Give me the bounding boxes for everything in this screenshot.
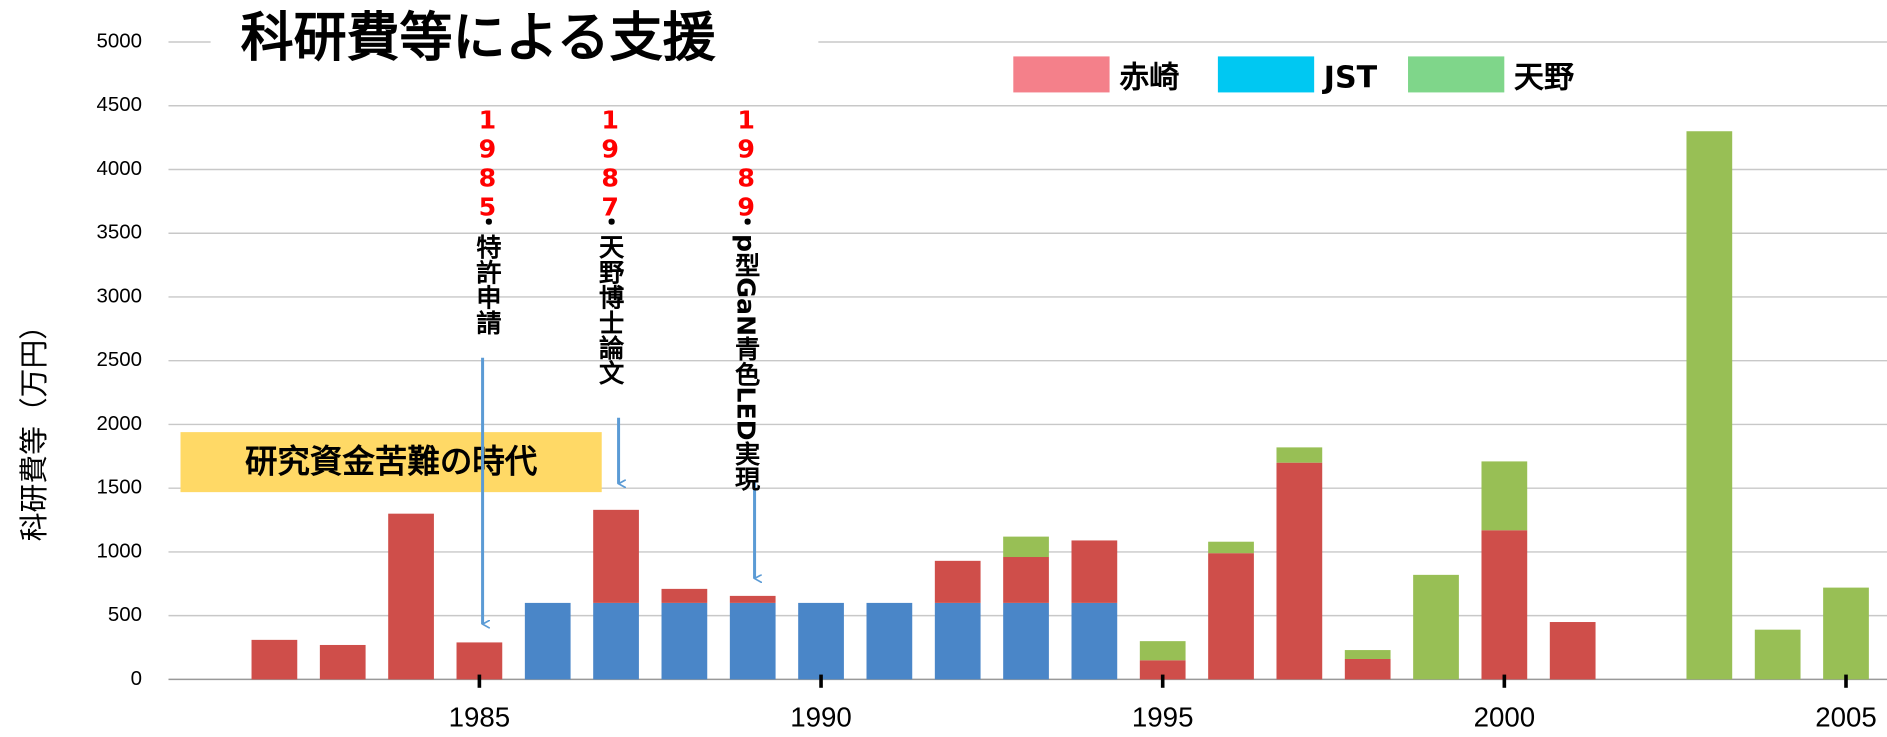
y-tick-label: 4500 (97, 94, 142, 116)
bar-segment (1413, 574, 1459, 680)
bar-segment (1071, 602, 1118, 680)
bar-segment (593, 509, 639, 603)
bar-segment (798, 602, 844, 680)
bar-segment (1549, 622, 1596, 680)
y-tick-label: 5000 (97, 30, 142, 52)
x-tick-label: 2000 (1474, 701, 1536, 732)
y-tick-label: 4000 (97, 158, 142, 180)
annotation-text: ・天野博士論文 (596, 209, 625, 385)
bar-segment (729, 595, 776, 603)
bar-segment (1823, 587, 1869, 680)
period-label: 研究資金苦難の時代 (245, 442, 538, 480)
bar-segment (1208, 553, 1254, 680)
bar-segment (1003, 602, 1049, 680)
bar-segment (1071, 540, 1118, 603)
annotation-year: 1985 (473, 106, 502, 222)
bar-segment (1139, 660, 1186, 680)
bar-segment (1276, 462, 1323, 680)
bar-segment (661, 602, 708, 680)
legend-swatch (1408, 56, 1505, 93)
bar-segment (729, 602, 776, 680)
annotation-text: ・特許申請 (473, 209, 502, 336)
legend-swatch (1217, 56, 1315, 93)
bar-segment (934, 602, 981, 680)
y-tick-label: 2000 (97, 413, 142, 435)
y-axis-label: 科研費等（万円） (17, 311, 51, 541)
bar-segment (1344, 658, 1391, 680)
annotation-text: ・p型GaN青色LED実現 (732, 209, 761, 491)
annotation-year: 1989 (732, 106, 761, 222)
bar-segment (388, 513, 434, 680)
legend-swatch (1013, 56, 1110, 93)
bar-segment (1686, 131, 1733, 680)
legend-label: 天野 (1514, 61, 1574, 96)
annotation-year: 1987 (596, 106, 625, 222)
title-bg (210, 12, 819, 73)
legend-label: JST (1322, 61, 1378, 96)
bar-segment (661, 588, 708, 603)
bar-segment (319, 644, 366, 680)
legend-label: 赤崎 (1119, 61, 1179, 96)
y-tick-label: 3000 (97, 285, 142, 307)
bar-segment (934, 560, 981, 603)
bar-segment (593, 602, 639, 680)
bar-segment (1344, 650, 1391, 659)
bar-segment (1481, 461, 1528, 531)
bar-segment (251, 639, 298, 680)
bar-segment (1276, 447, 1323, 463)
y-tick-label: 0 (131, 668, 142, 690)
x-tick-label: 1990 (790, 701, 852, 732)
bar-segment (1208, 541, 1254, 554)
bar-segment (866, 602, 913, 680)
bar-segment (1481, 530, 1528, 680)
bar-segment (1003, 557, 1049, 603)
y-tick-label: 1500 (97, 477, 142, 499)
period-box (180, 432, 602, 493)
y-tick-label: 500 (108, 604, 142, 626)
bar-segment (1139, 641, 1186, 661)
y-tick-label: 3500 (97, 222, 142, 244)
chart-title: 科研費等による支援 (241, 7, 717, 68)
x-tick-label: 1995 (1132, 701, 1194, 732)
x-tick-label: 1985 (449, 701, 511, 732)
y-tick-label: 1000 (97, 540, 142, 562)
bar-segment (524, 602, 571, 680)
y-tick-label: 2500 (97, 349, 142, 371)
bar-segment (456, 642, 503, 680)
x-tick-label: 2005 (1815, 701, 1877, 732)
bar-segment (1003, 536, 1049, 558)
bar-segment (1754, 629, 1801, 680)
